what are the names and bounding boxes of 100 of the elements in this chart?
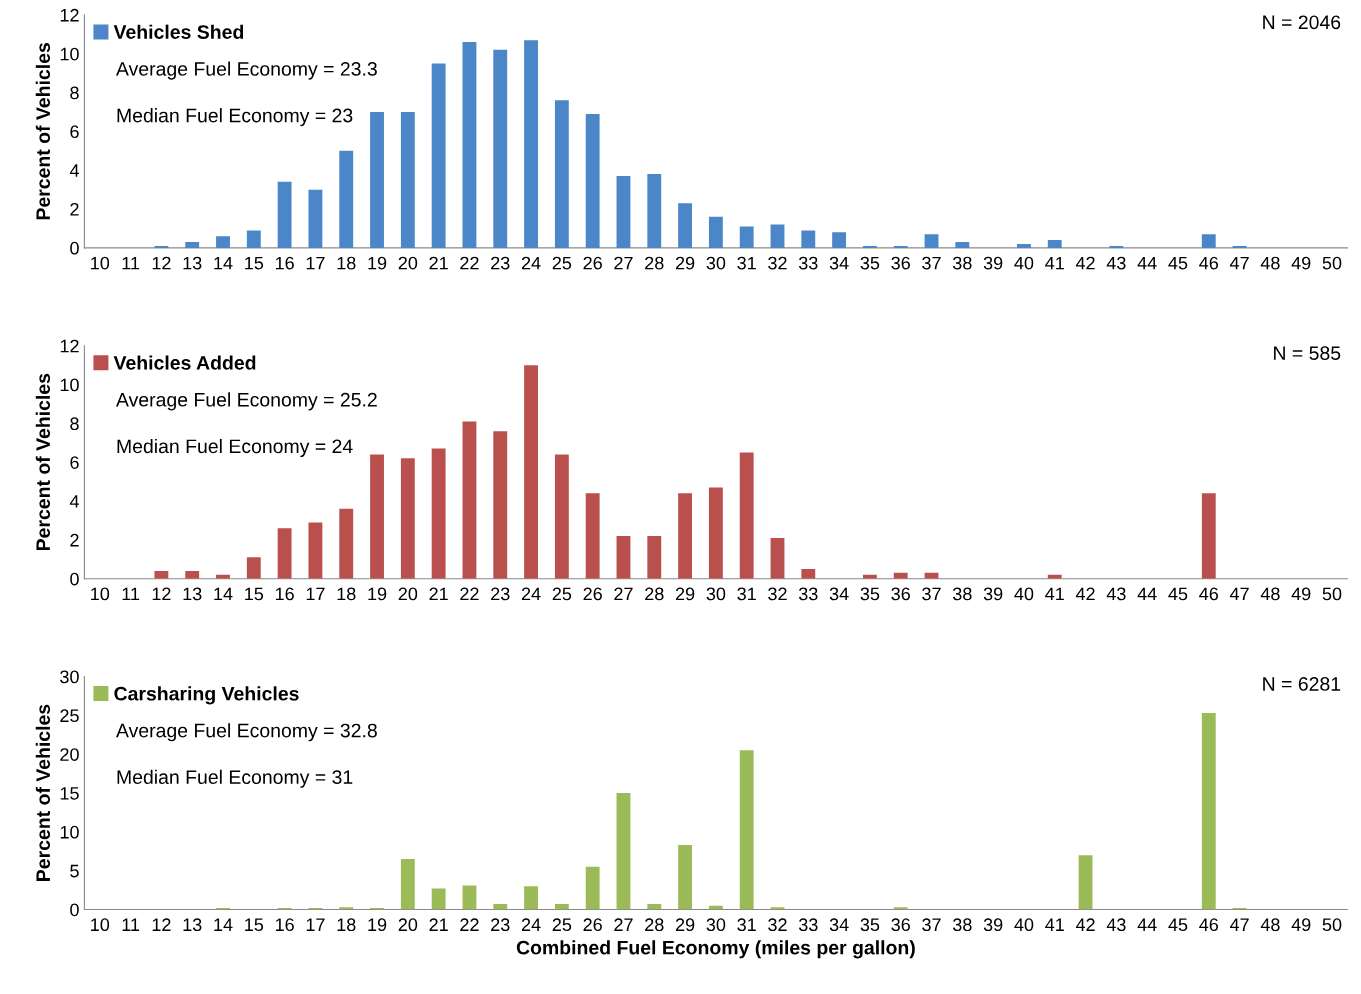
x-tick-label: 14 <box>214 587 233 601</box>
x-tick-label: 16 <box>275 918 294 932</box>
x-tick-label: 36 <box>891 918 910 932</box>
y-tick-label: 6 <box>70 456 79 469</box>
x-tick-label: 44 <box>1137 918 1157 931</box>
x-tick-label: 16 <box>275 587 294 601</box>
bar <box>801 230 816 248</box>
y-tick-label: 8 <box>70 417 79 431</box>
x-tick-label: 11 <box>122 256 140 270</box>
x-tick-label: 23 <box>491 918 510 932</box>
bar <box>678 845 693 910</box>
x-tick-label: 31 <box>737 587 756 601</box>
x-tick-label: 50 <box>1322 918 1342 932</box>
y-tick-label: 8 <box>70 86 79 100</box>
x-tick-label: 45 <box>1168 587 1188 601</box>
x-tick-label: 25 <box>552 587 572 601</box>
y-tick-label: 6 <box>70 125 79 139</box>
x-tick-label: 26 <box>583 587 602 601</box>
x-tick-label: 20 <box>398 918 418 932</box>
bar <box>216 236 230 248</box>
x-tick-label: 49 <box>1291 918 1311 932</box>
x-tick-label: 13 <box>183 256 202 270</box>
x-tick-label: 11 <box>122 918 140 931</box>
x-tick-label: 14 <box>214 256 233 270</box>
annotation: Median Fuel Economy = 24 <box>117 438 353 458</box>
x-tick-label: 38 <box>952 587 972 601</box>
bar <box>647 904 662 910</box>
bar <box>955 242 970 248</box>
bar <box>1201 234 1216 248</box>
annotation: Average Fuel Economy = 32.8 <box>116 723 377 742</box>
x-tick-label: 36 <box>891 256 910 270</box>
x-tick-label: 43 <box>1106 918 1126 932</box>
x-tick-label: 48 <box>1260 587 1280 601</box>
x-tick-label: 23 <box>491 587 510 601</box>
x-tick-label: 31 <box>737 918 756 932</box>
bar <box>493 904 508 910</box>
x-tick-label: 30 <box>706 918 726 932</box>
bar <box>400 458 415 579</box>
bar <box>554 100 569 248</box>
x-tick-label: 47 <box>1229 587 1249 601</box>
x-tick-label: 48 <box>1260 918 1280 932</box>
bar <box>277 528 292 579</box>
x-axis-title: Combined Fuel Economy (miles per gallon) <box>516 940 915 959</box>
y-axis-title: Percent of Vehicles <box>35 43 51 220</box>
x-tick-label: 10 <box>91 918 110 932</box>
y-tick-label: 15 <box>60 787 79 800</box>
y-tick-label: 12 <box>60 339 79 353</box>
bar <box>339 508 354 579</box>
x-tick-label: 12 <box>152 918 171 931</box>
x-tick-label: 12 <box>152 256 171 270</box>
bar <box>154 570 169 579</box>
x-tick-label: 47 <box>1229 918 1249 931</box>
bar <box>524 365 538 579</box>
y-tick-label: 12 <box>60 8 79 22</box>
bar <box>524 40 538 248</box>
annotation: N = 6281 <box>1263 677 1341 691</box>
bar <box>277 181 292 248</box>
x-tick-label: 21 <box>429 587 448 601</box>
bar <box>770 537 785 579</box>
bar <box>739 452 754 579</box>
x-tick-label: 38 <box>952 918 972 932</box>
bar <box>308 522 323 579</box>
bar <box>708 487 723 579</box>
x-tick-label: 28 <box>645 256 664 270</box>
x-tick-label: 28 <box>645 587 664 601</box>
x-tick-label: 24 <box>521 918 541 931</box>
bar <box>1017 244 1031 248</box>
x-tick-label: 32 <box>768 587 787 601</box>
x-tick-label: 17 <box>306 256 325 270</box>
bar <box>801 568 816 579</box>
x-tick-label: 29 <box>675 587 695 601</box>
x-tick-label: 18 <box>337 918 356 932</box>
x-tick-label: 20 <box>398 587 418 601</box>
x-tick-label: 22 <box>460 918 479 931</box>
y-tick-label: 10 <box>60 47 79 61</box>
bar <box>370 111 384 248</box>
x-tick-label: 33 <box>798 918 818 932</box>
x-tick-label: 37 <box>922 256 941 270</box>
x-tick-label: 32 <box>768 918 787 932</box>
x-tick-label: 41 <box>1045 918 1064 931</box>
y-tick-label: 20 <box>60 748 79 761</box>
x-tick-label: 24 <box>521 587 541 601</box>
x-tick-label: 19 <box>368 918 387 932</box>
x-tick-label: 50 <box>1322 256 1342 270</box>
y-tick-label: 25 <box>60 709 79 723</box>
bar <box>585 113 600 248</box>
x-tick-label: 31 <box>737 256 756 270</box>
x-tick-label: 46 <box>1199 587 1219 601</box>
bar <box>770 224 785 248</box>
bar <box>708 216 723 248</box>
bar <box>832 232 847 248</box>
y-tick-label: 4 <box>69 164 79 177</box>
x-tick-label: 17 <box>306 587 325 601</box>
x-tick-label: 27 <box>614 256 633 270</box>
bar <box>185 570 200 579</box>
y-tick-label: 0 <box>70 572 79 586</box>
x-tick-label: 39 <box>983 256 1003 270</box>
x-tick-label: 10 <box>91 587 110 601</box>
x-tick-label: 49 <box>1291 256 1311 270</box>
x-tick-label: 15 <box>245 918 264 932</box>
